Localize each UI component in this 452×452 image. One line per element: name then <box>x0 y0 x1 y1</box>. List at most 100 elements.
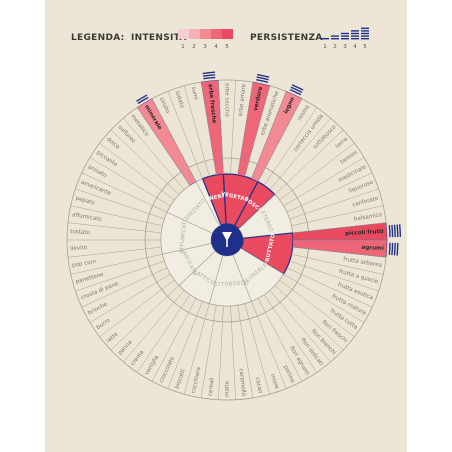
descriptor-brioche[interactable]: brioche <box>87 301 109 316</box>
persistence-bar <box>136 94 148 102</box>
descriptor-crema[interactable]: crema <box>130 349 145 367</box>
persistence-bar <box>256 76 269 81</box>
legend-intensity-label: INTENSITÀ <box>131 31 187 43</box>
descriptor-malto[interactable]: malto <box>225 380 231 397</box>
descriptor-divider <box>269 290 331 363</box>
descriptor-divider <box>110 285 180 351</box>
descriptor-divider <box>218 80 224 175</box>
descriptor-miele[interactable]: miele <box>269 373 280 390</box>
descriptor-erbe-amare[interactable]: erbe amare <box>238 83 248 116</box>
descriptor-medicinale[interactable]: medicinale <box>338 164 368 184</box>
descriptor-panna[interactable]: panna <box>117 340 133 357</box>
persistence-bar <box>393 242 396 256</box>
descriptor-erbe-fresche[interactable]: erbe fresche <box>207 84 217 124</box>
descriptor-vaniglia[interactable]: vaniglia <box>144 354 160 376</box>
descriptor-divider <box>218 305 224 400</box>
persistence-bar <box>396 242 399 256</box>
descriptor-divider <box>99 142 175 201</box>
descriptor-divider <box>244 303 271 395</box>
persistence-scale-label: 4 <box>353 44 357 50</box>
descriptor-biscotti[interactable]: biscotti <box>175 368 187 390</box>
descriptor-divider <box>244 85 271 177</box>
descriptor-divider <box>286 267 373 308</box>
intensity-scale-label: 2 <box>192 44 196 50</box>
persistence-bar <box>341 32 349 35</box>
descriptor-cacao[interactable]: cacao <box>254 377 264 395</box>
descriptor-piccoli-frutti[interactable]: piccoli frutti <box>345 229 384 237</box>
descriptor-divider <box>89 273 171 323</box>
descriptor-lievito[interactable]: lievito <box>70 245 88 252</box>
descriptor-polline[interactable]: polline <box>282 365 295 385</box>
descriptor-divider <box>289 260 379 292</box>
descriptor-cereali[interactable]: cereali <box>208 377 216 397</box>
descriptor-burro[interactable]: burro <box>96 317 112 331</box>
intensity-wedge-erbe-fresche <box>201 80 224 175</box>
descriptor-terra[interactable]: terra <box>335 136 349 149</box>
descriptor-piccante[interactable]: piccante <box>95 150 119 169</box>
intensity-scale-label: 1 <box>181 44 185 50</box>
persistence-bar <box>290 86 303 93</box>
descriptor-divider <box>274 129 344 195</box>
descriptor-divider <box>279 142 355 201</box>
descriptor-divider <box>291 205 384 227</box>
persistence-bar <box>351 38 359 40</box>
persistence-bar <box>396 224 399 238</box>
descriptor-verdure[interactable]: verdure <box>253 86 264 112</box>
descriptor-cioccolato[interactable]: cioccolato <box>159 355 177 384</box>
descriptor-liquoroso[interactable]: liquoroso <box>348 179 375 194</box>
persistence-bar <box>256 78 269 83</box>
descriptor-crosta-di-pane[interactable]: crosta di pane <box>80 281 120 302</box>
legend-persistence-label: PERSISTENZA <box>250 33 323 43</box>
descriptor-affumicato[interactable]: affumicato <box>72 212 103 223</box>
descriptor-divider <box>99 279 175 338</box>
descriptor-cocchiera[interactable]: cocchiera <box>191 366 203 394</box>
persistence-bar <box>361 35 369 37</box>
descriptor-divider <box>75 188 165 220</box>
descriptor-divider <box>251 301 287 389</box>
descriptor-pop-corn[interactable]: pop corn <box>72 259 98 269</box>
descriptor-latte[interactable]: latte <box>106 331 120 344</box>
intensity-wedge-verdure <box>237 82 270 177</box>
descriptor-agrumi[interactable]: agrumi <box>361 245 384 252</box>
category-label: SOTTOBOSCO <box>210 280 250 288</box>
descriptor-divider <box>70 205 163 227</box>
descriptor-divider <box>237 305 254 398</box>
descriptor-divider <box>286 172 373 213</box>
descriptor-divider <box>81 267 168 308</box>
descriptor-pepato[interactable]: pepato <box>75 196 96 207</box>
descriptor-divider <box>292 222 387 234</box>
descriptor-tostato[interactable]: tostato <box>70 229 91 236</box>
descriptor-amaricante[interactable]: amaricante <box>80 180 112 198</box>
descriptor-iodato[interactable]: iodato <box>174 90 185 109</box>
persistence-bar <box>361 32 369 35</box>
descriptor-sulfureo[interactable]: sulfureo <box>116 124 136 145</box>
descriptor-canforato[interactable]: canforato <box>352 195 380 208</box>
descriptor-divider <box>283 273 365 323</box>
intensity-swatch <box>222 29 233 39</box>
descriptor-divider <box>251 91 287 179</box>
persistence-bar <box>391 242 394 256</box>
descriptor-sumi[interactable]: sumi <box>190 86 199 101</box>
persistence-bar <box>351 30 359 32</box>
intensity-scale-label: 3 <box>203 44 207 50</box>
descriptor-divider <box>151 98 197 182</box>
descriptor-divider <box>70 253 163 275</box>
descriptor-panettone[interactable]: panettone <box>75 272 105 286</box>
descriptor-divider <box>274 285 344 351</box>
descriptor-caramello[interactable]: caramello <box>238 368 247 397</box>
persistence-bar <box>202 71 216 75</box>
persistence-bar <box>137 96 149 105</box>
intensity-scale-label: 4 <box>214 44 218 50</box>
persistence-bar <box>388 225 391 238</box>
persistence-bar <box>203 76 216 80</box>
descriptor-erbe-secche[interactable]: erbe secche <box>224 83 230 118</box>
descriptor-balsamico[interactable]: balsamico <box>354 212 384 223</box>
descriptor-divider <box>289 188 379 220</box>
intensity-outline <box>200 80 224 176</box>
descriptor-divider <box>75 260 165 292</box>
descriptor-divider <box>167 301 203 389</box>
descriptor-salato[interactable]: salato <box>158 96 171 114</box>
descriptor-divider <box>283 157 365 207</box>
descriptor-divider <box>292 246 387 258</box>
